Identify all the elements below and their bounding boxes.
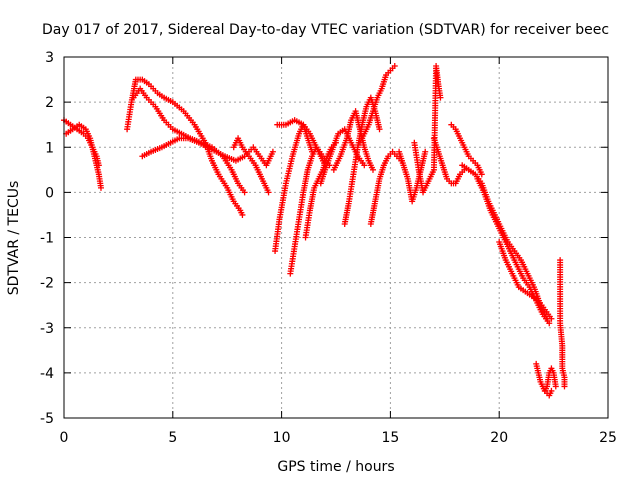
axis-ticks: 0 5 10 15 20 25 -5 -4 -3 -2 -1 0 1 2 3 [40,50,617,446]
data-point [265,189,272,196]
x-tick-label: 0 [60,430,69,446]
x-axis-label: GPS time / hours [277,459,394,475]
x-tick-label: 5 [168,430,177,446]
data-point [422,148,429,155]
y-tick-label: 0 [45,185,54,201]
data-point [478,171,485,178]
data-point [548,387,555,394]
x-tick-label: 25 [599,430,617,446]
data-point [391,63,398,70]
data-point [376,126,383,133]
data-point [239,211,246,218]
grid-lines [64,57,608,418]
x-tick-label: 10 [273,430,291,446]
y-tick-label: -1 [40,231,54,247]
data-point [548,315,555,322]
y-tick-label: 3 [45,50,54,66]
data-points [61,63,568,399]
y-tick-label: -3 [40,321,54,337]
data-point [437,94,444,101]
y-tick-label: -5 [40,411,54,427]
y-tick-label: 1 [45,140,54,156]
x-tick-label: 20 [490,430,508,446]
data-point [369,166,376,173]
x-tick-label: 15 [381,430,399,446]
data-point [269,148,276,155]
y-tick-label: 2 [45,95,54,111]
data-point [361,162,368,169]
data-point [552,383,559,390]
data-point [561,383,568,390]
data-point [241,189,248,196]
data-point [546,320,553,327]
data-point [97,184,104,191]
chart-title: Day 017 of 2017, Sidereal Day-to-day VTE… [42,22,609,38]
y-tick-label: -2 [40,276,54,292]
y-axis-label: SDTVAR / TECUs [6,181,22,296]
y-tick-label: -4 [40,366,54,382]
